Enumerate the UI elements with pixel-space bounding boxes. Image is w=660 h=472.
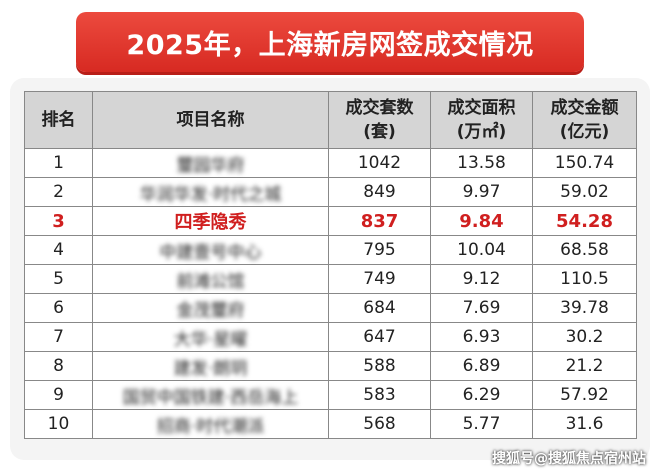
- cell-rank: 2: [24, 177, 93, 207]
- cell-rank: 9: [24, 380, 93, 410]
- table-row: 8 建发·朗玥 588 6.89 21.2: [24, 351, 637, 381]
- cell-area: 10.04: [430, 235, 533, 265]
- table-row: 2 华润华发·时代之城 849 9.97 59.02: [24, 177, 637, 207]
- cell-units: 849: [328, 177, 431, 207]
- cell-project-name: 大华·星曜: [92, 322, 329, 352]
- cell-rank: 8: [24, 351, 93, 381]
- cell-amount: 150.74: [532, 148, 637, 178]
- cell-area: 6.29: [430, 380, 533, 410]
- cell-project-name: 金茂璽府: [92, 293, 329, 323]
- table-row: 7 大华·星曜 647 6.93 30.2: [24, 322, 637, 352]
- cell-project-name: 四季隐秀: [92, 206, 329, 236]
- cell-rank: 7: [24, 322, 93, 352]
- cell-rank: 5: [24, 264, 93, 294]
- cell-units: 749: [328, 264, 431, 294]
- cell-project-name: 招商·时代潮派: [92, 409, 329, 439]
- cell-area: 13.58: [430, 148, 533, 178]
- cell-units: 1042: [328, 148, 431, 178]
- cell-units: 583: [328, 380, 431, 410]
- cell-amount: 54.28: [532, 206, 637, 236]
- cell-area: 6.89: [430, 351, 533, 381]
- ranking-table: 排名 项目名称 成交套数 (套) 成交面积 (万㎡) 成交金额 (亿元) 1 璽园华府 1…: [24, 91, 637, 439]
- cell-project-name: 中建壹号中心: [92, 235, 329, 265]
- cell-amount: 57.92: [532, 380, 637, 410]
- cell-amount: 39.78: [532, 293, 637, 323]
- cell-area: 9.84: [430, 206, 533, 236]
- cell-amount: 110.5: [532, 264, 637, 294]
- watermark: 搜狐号@搜狐焦点宿州站: [492, 451, 646, 467]
- cell-project-name: 璽园华府: [92, 148, 329, 178]
- cell-units: 795: [328, 235, 431, 265]
- table-row: 1 璽园华府 1042 13.58 150.74: [24, 148, 637, 178]
- cell-units: 647: [328, 322, 431, 352]
- table-row: 9 国贸中国铁建·西岳海上 583 6.29 57.92: [24, 380, 637, 410]
- table-row: 3 四季隐秀 837 9.84 54.28: [24, 206, 637, 236]
- cell-rank: 1: [24, 148, 93, 178]
- cell-area: 9.12: [430, 264, 533, 294]
- cell-area: 9.97: [430, 177, 533, 207]
- cell-area: 6.93: [430, 322, 533, 352]
- cell-project-name: 建发·朗玥: [92, 351, 329, 381]
- cell-amount: 68.58: [532, 235, 637, 265]
- table-row: 6 金茂璽府 684 7.69 39.78: [24, 293, 637, 323]
- cell-units: 837: [328, 206, 431, 236]
- cell-units: 568: [328, 409, 431, 439]
- page-title: 2025年，上海新房网签成交情况: [126, 29, 534, 61]
- cell-area: 7.69: [430, 293, 533, 323]
- cell-amount: 59.02: [532, 177, 637, 207]
- cell-units: 588: [328, 351, 431, 381]
- cell-project-name: 华润华发·时代之城: [92, 177, 329, 207]
- header-rank: 排名: [24, 91, 93, 149]
- cell-area: 5.77: [430, 409, 533, 439]
- header-area: 成交面积 (万㎡): [430, 91, 533, 149]
- title-banner: 2025年，上海新房网签成交情况: [76, 12, 584, 72]
- cell-rank: 3: [24, 206, 93, 236]
- cell-rank: 10: [24, 409, 93, 439]
- table-header-row: 排名 项目名称 成交套数 (套) 成交面积 (万㎡) 成交金额 (亿元): [24, 91, 637, 149]
- cell-rank: 4: [24, 235, 93, 265]
- cell-amount: 30.2: [532, 322, 637, 352]
- cell-units: 684: [328, 293, 431, 323]
- header-project-name: 项目名称: [92, 91, 329, 149]
- cell-amount: 31.6: [532, 409, 637, 439]
- cell-amount: 21.2: [532, 351, 637, 381]
- cell-project-name: 国贸中国铁建·西岳海上: [92, 380, 329, 410]
- table-row: 10 招商·时代潮派 568 5.77 31.6: [24, 409, 637, 439]
- header-units: 成交套数 (套): [328, 91, 431, 149]
- table-row: 5 前滩公馆 749 9.12 110.5: [24, 264, 637, 294]
- table-row: 4 中建壹号中心 795 10.04 68.58: [24, 235, 637, 265]
- cell-rank: 6: [24, 293, 93, 323]
- cell-project-name: 前滩公馆: [92, 264, 329, 294]
- header-amount: 成交金额 (亿元): [532, 91, 637, 149]
